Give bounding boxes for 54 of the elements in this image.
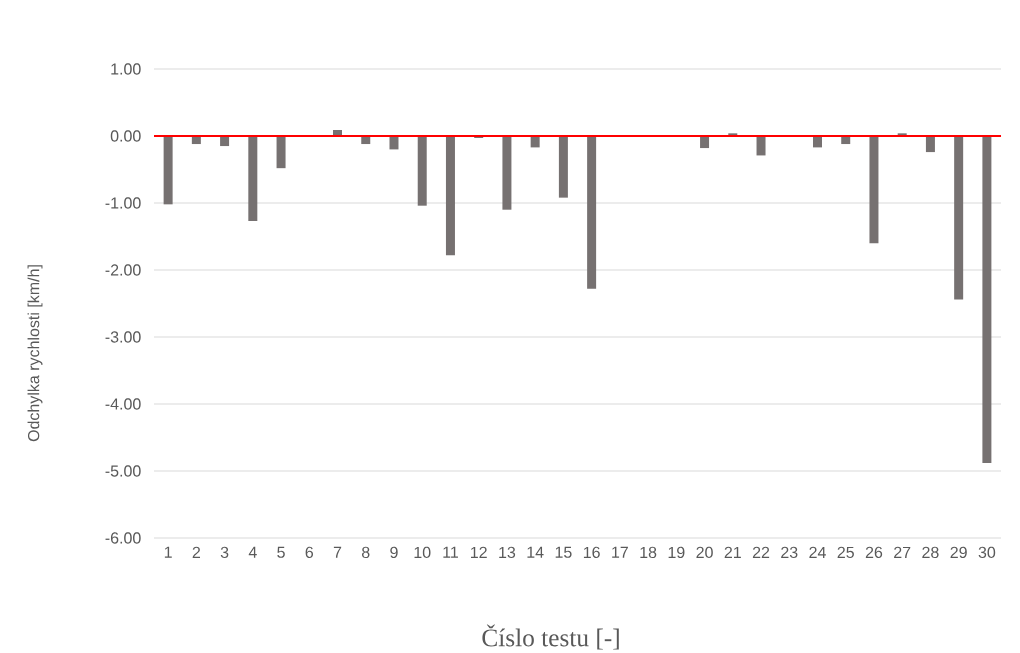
bar [276,136,286,169]
x-tick-label: 28 [922,546,939,559]
bar [417,136,427,206]
x-tick-label: 5 [277,546,285,558]
bar [869,136,879,244]
x-tick-label: 15 [555,546,572,558]
y-tick-label: -4.00 [105,398,141,410]
x-tick-label: 18 [640,546,657,559]
bar [982,136,992,463]
x-tick-label: 12 [471,546,487,558]
x-tick-label: 10 [414,546,431,559]
bar [756,136,766,156]
bar [502,136,512,210]
x-tick-label: 20 [696,546,713,559]
x-tick-label: 24 [809,546,826,558]
x-axis-title: Číslo testu [-] [482,624,619,650]
bar [248,136,258,222]
x-tick-label: 17 [612,546,628,558]
y-tick-label: 1.00 [111,63,141,75]
bar [587,136,597,289]
x-tick-label: 25 [837,546,854,559]
x-tick-label: 23 [781,546,798,559]
y-tick-label: -3.00 [105,331,141,343]
bar [163,136,173,205]
y-tick-label: -1.00 [105,197,141,209]
y-axis-title: Odchylka rychlosti [km/h] [27,265,43,442]
x-tick-label: 22 [752,546,770,558]
bar [700,136,710,149]
y-tick-label: 0.00 [110,130,141,142]
x-tick-label: 21 [724,546,741,558]
x-tick-label: 14 [527,546,544,558]
x-tick-label: 3 [220,546,229,559]
x-tick-label: 8 [361,546,370,559]
x-tick-label: 2 [192,546,200,558]
x-tick-label: 6 [305,546,314,559]
y-tick-label: -5.00 [105,465,141,477]
x-tick-label: 7 [333,546,342,558]
x-tick-label: 4 [248,546,257,558]
bar [925,136,935,153]
y-tick-label: -2.00 [105,264,141,276]
bar [445,136,455,256]
x-tick-label: 16 [583,546,600,559]
x-tick-label: 11 [443,546,458,558]
x-tick-label: 1 [164,546,172,558]
x-tick-label: 30 [978,546,996,559]
x-tick-label: 9 [390,546,398,559]
bar [954,136,964,300]
x-tick-label: 27 [894,546,911,558]
bar [558,136,568,198]
x-tick-label: 19 [668,546,685,559]
x-tick-label: 13 [499,546,516,559]
y-tick-label: -6.00 [105,532,141,544]
x-tick-label: 26 [865,546,883,559]
x-tick-label: 29 [950,546,967,559]
